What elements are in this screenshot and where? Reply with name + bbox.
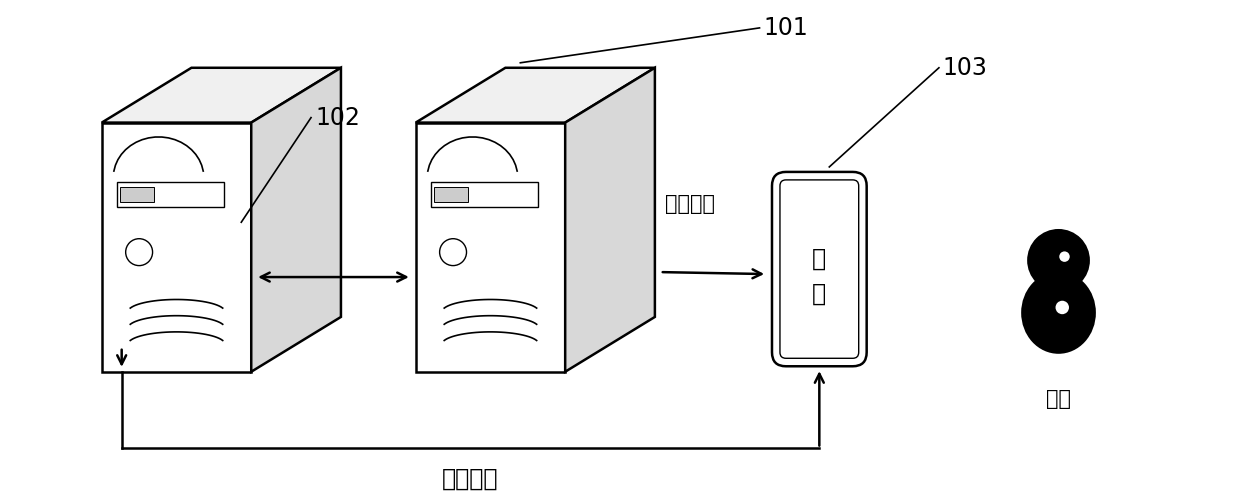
Polygon shape — [102, 123, 252, 372]
Polygon shape — [415, 68, 655, 123]
Polygon shape — [102, 68, 341, 123]
Circle shape — [1055, 301, 1069, 314]
Polygon shape — [252, 68, 341, 372]
Polygon shape — [430, 182, 538, 207]
Polygon shape — [120, 187, 154, 202]
Circle shape — [1059, 251, 1070, 262]
Polygon shape — [117, 182, 224, 207]
Polygon shape — [434, 187, 467, 202]
Text: 103: 103 — [942, 56, 988, 80]
Circle shape — [125, 239, 153, 265]
Text: 告: 告 — [812, 282, 826, 306]
Text: 102: 102 — [315, 105, 360, 130]
Text: 101: 101 — [764, 16, 808, 40]
Text: 广告链接: 广告链接 — [443, 466, 498, 491]
Circle shape — [440, 239, 466, 265]
FancyBboxPatch shape — [780, 180, 858, 358]
FancyBboxPatch shape — [773, 172, 867, 366]
Text: 广: 广 — [812, 247, 826, 271]
Polygon shape — [565, 68, 655, 372]
Circle shape — [1027, 229, 1090, 292]
Polygon shape — [415, 123, 565, 372]
Text: 投放广告: 投放广告 — [665, 194, 714, 214]
Text: 用户: 用户 — [1047, 389, 1071, 409]
Ellipse shape — [1022, 271, 1096, 354]
